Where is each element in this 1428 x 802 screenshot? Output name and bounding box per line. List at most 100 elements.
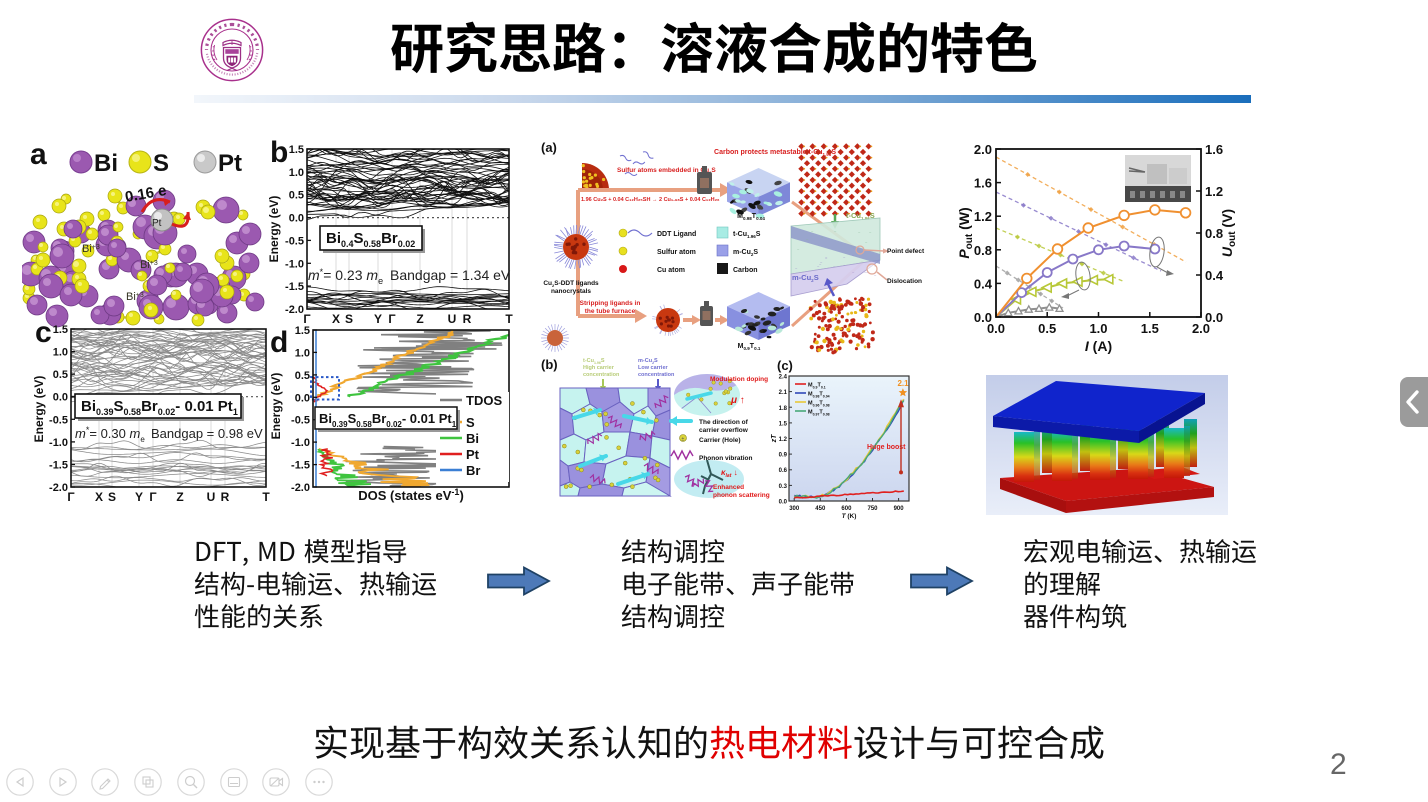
svg-text:X: X	[95, 490, 103, 504]
svg-text:-1.0: -1.0	[49, 437, 68, 449]
svg-text:TDOS: TDOS	[466, 393, 502, 408]
svg-text:~: ~	[817, 264, 820, 269]
svg-text:Stripping ligands in: Stripping ligands in	[580, 300, 641, 307]
svg-text:Carbon: Carbon	[733, 267, 758, 274]
svg-text:t-Cu1.96S: t-Cu1.96S	[733, 231, 761, 239]
svg-text:750: 750	[867, 506, 878, 512]
svg-text:0.5: 0.5	[295, 370, 310, 382]
svg-text:(c): (c)	[777, 358, 793, 373]
svg-text:carrier overflow: carrier overflow	[699, 427, 749, 434]
svg-text:600: 600	[841, 506, 852, 512]
svg-text:~: ~	[833, 264, 836, 269]
svg-text:1.0: 1.0	[295, 347, 310, 359]
svg-text:m-Cu2S: m-Cu2S	[638, 358, 658, 365]
svg-text:Bi+3: Bi+3	[82, 243, 100, 255]
svg-text:-2.0: -2.0	[49, 482, 68, 494]
svg-text:U: U	[448, 312, 457, 326]
svg-text:0.0: 0.0	[295, 392, 310, 404]
svg-text:M0.98T0.04: M0.98T0.04	[737, 213, 765, 221]
svg-text:~: ~	[820, 260, 823, 265]
svg-text:Pout (W): Pout (W)	[956, 207, 975, 258]
svg-text:-1.0: -1.0	[291, 437, 310, 449]
svg-text:a: a	[30, 138, 47, 171]
svg-text:m*= 0.30 me: m*= 0.30 me	[75, 425, 145, 444]
svg-text:Dislocation: Dislocation	[887, 278, 922, 285]
svg-text:0.8: 0.8	[974, 243, 992, 258]
svg-text:1.5: 1.5	[295, 325, 310, 337]
svg-text:0.4: 0.4	[974, 276, 993, 291]
svg-text:Carrier (Hole): Carrier (Hole)	[699, 437, 741, 444]
svg-text:0.9: 0.9	[779, 453, 788, 459]
svg-text:1.2: 1.2	[974, 209, 992, 224]
svg-text:I (A): I (A)	[1085, 338, 1112, 354]
svg-text:2.1: 2.1	[779, 390, 788, 396]
svg-text:~: ~	[866, 270, 869, 275]
svg-text:-0.5: -0.5	[291, 415, 310, 427]
svg-text:~: ~	[795, 266, 798, 271]
svg-text:-1.5: -1.5	[285, 281, 304, 293]
svg-text:1.8: 1.8	[779, 406, 788, 412]
svg-text:~: ~	[843, 255, 846, 260]
svg-text:-1.5: -1.5	[49, 459, 68, 471]
svg-text:1.2: 1.2	[1205, 184, 1223, 199]
svg-text:Bi+3: Bi+3	[140, 259, 158, 271]
svg-text:~: ~	[869, 230, 872, 235]
svg-text:0.3: 0.3	[779, 484, 788, 490]
svg-text:zT: zT	[771, 434, 778, 444]
svg-text:M0.9T0.1: M0.9T0.1	[808, 383, 826, 390]
svg-text:Pt: Pt	[152, 218, 162, 229]
svg-text:Y: Y	[374, 312, 382, 326]
svg-text:Z: Z	[176, 490, 183, 504]
svg-text:Y: Y	[135, 490, 143, 504]
svg-text:Low carrier: Low carrier	[638, 365, 669, 371]
svg-text:concentration: concentration	[583, 372, 620, 378]
svg-text:Γ: Γ	[67, 490, 75, 504]
svg-text:nanocrystals: nanocrystals	[551, 288, 591, 295]
svg-text:m-Cu2S: m-Cu2S	[733, 249, 758, 257]
svg-text:b: b	[270, 136, 288, 169]
svg-text:0.0: 0.0	[289, 213, 304, 225]
svg-text:0.0: 0.0	[53, 392, 68, 404]
svg-text:-1.0: -1.0	[285, 258, 304, 270]
svg-text:(a): (a)	[541, 140, 557, 155]
svg-text:1.5: 1.5	[1141, 321, 1159, 336]
svg-text:1.6: 1.6	[974, 176, 992, 191]
svg-text:~: ~	[852, 253, 855, 258]
svg-text:300: 300	[789, 506, 800, 512]
svg-text:Huge boost: Huge boost	[867, 444, 906, 451]
svg-text:2.4: 2.4	[779, 375, 788, 381]
svg-text:concentration: concentration	[638, 372, 675, 378]
svg-text:t-Cu1.96S: t-Cu1.96S	[583, 358, 605, 365]
svg-text:Energy (eV): Energy (eV)	[269, 373, 283, 440]
svg-text:Bi0.39S0.58Br0.02- 0.01 Pt1: Bi0.39S0.58Br0.02- 0.01 Pt1	[319, 411, 457, 429]
svg-text:Point defect: Point defect	[887, 248, 925, 255]
svg-text:~: ~	[843, 263, 846, 268]
svg-text:M0.98T0.04: M0.98T0.04	[808, 392, 830, 399]
svg-text:0.5: 0.5	[289, 190, 304, 202]
svg-text:1.2: 1.2	[779, 437, 788, 443]
svg-text:Sulfur atom: Sulfur atom	[657, 249, 696, 256]
svg-text:Γ: Γ	[303, 312, 311, 326]
svg-text:S: S	[345, 312, 353, 326]
svg-text:Bi: Bi	[466, 431, 479, 446]
svg-text:~: ~	[852, 270, 855, 275]
svg-text:Bi: Bi	[94, 150, 118, 177]
svg-text:M0.9T0.1: M0.9T0.1	[738, 343, 761, 351]
svg-text:450: 450	[815, 506, 826, 512]
svg-text:0.0: 0.0	[1205, 310, 1223, 325]
svg-text:S: S	[466, 415, 475, 430]
svg-text:1.5: 1.5	[289, 144, 304, 156]
svg-text:d: d	[270, 326, 288, 359]
svg-text:T: T	[262, 490, 270, 504]
svg-text:~: ~	[864, 270, 867, 275]
svg-text:the tube furnace: the tube furnace	[585, 308, 636, 315]
svg-text:1.5: 1.5	[779, 421, 788, 427]
svg-text:1.5: 1.5	[53, 324, 68, 336]
svg-text:Phonon vibration: Phonon vibration	[699, 455, 752, 462]
svg-text:0.0: 0.0	[779, 500, 788, 506]
svg-text:M0.96T0.08: M0.96T0.08	[808, 401, 830, 408]
svg-text:Energy (eV): Energy (eV)	[33, 376, 46, 443]
svg-text:X: X	[332, 312, 340, 326]
svg-text:U: U	[207, 490, 216, 504]
svg-text:~: ~	[874, 273, 877, 278]
